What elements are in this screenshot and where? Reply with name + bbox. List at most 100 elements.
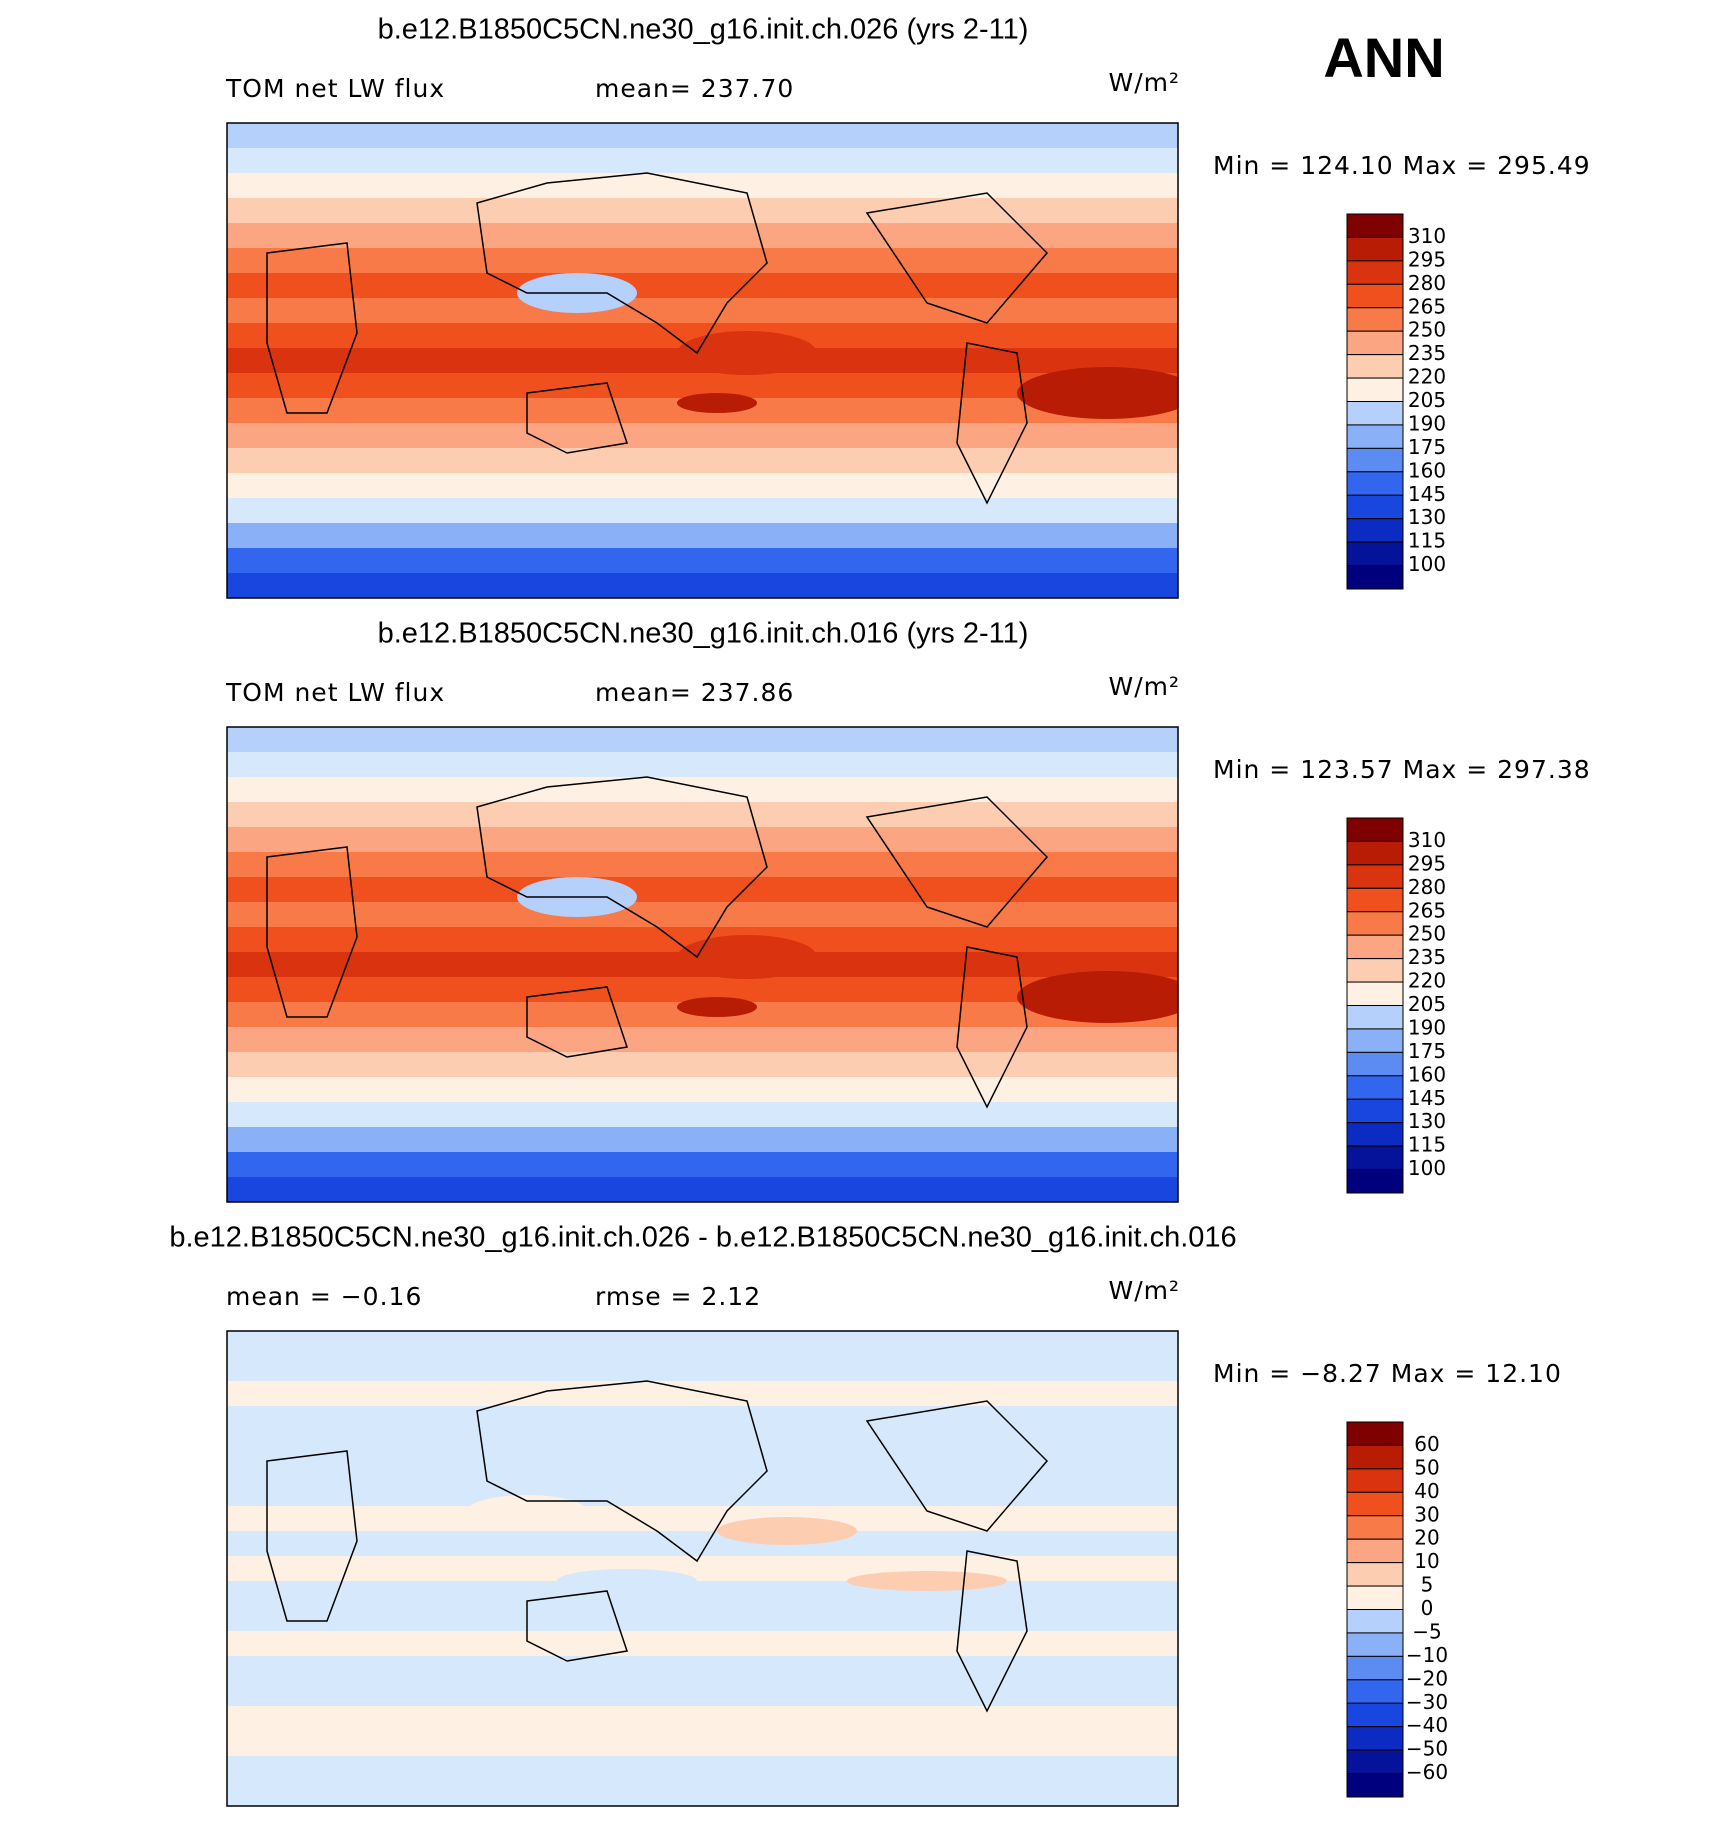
colorbar-label: 160: [1408, 1062, 1446, 1086]
coastline: [956, 342, 1028, 505]
map-band: [227, 298, 1178, 324]
map-blob: [847, 1571, 1007, 1591]
colorbar-box: [1346, 354, 1404, 379]
map-band: [227, 1331, 1178, 1357]
colorbar-box: [1346, 1749, 1404, 1775]
colorbar-box: [1346, 1051, 1404, 1077]
colorbar-label: 130: [1408, 505, 1446, 529]
colorbar-box: [1346, 1468, 1404, 1493]
colorbar-label: 40: [1414, 1479, 1439, 1503]
colorbar-label: 235: [1408, 341, 1446, 365]
map-band: [227, 1077, 1178, 1103]
colorbar-label: −30: [1406, 1690, 1448, 1714]
colorbar-box: [1346, 1632, 1404, 1657]
colorbar-label: 295: [1408, 851, 1446, 875]
map-band: [227, 1456, 1178, 1482]
map: [227, 1331, 1178, 1806]
colorbar-label: 60: [1414, 1432, 1439, 1456]
map-band: [227, 1656, 1178, 1682]
map-band: [227, 1356, 1178, 1382]
map-band: [227, 1152, 1178, 1178]
coastline: [956, 946, 1028, 1109]
coastline: [476, 1380, 768, 1563]
coastline: [865, 1400, 1049, 1532]
colorbar-box: [1346, 911, 1404, 936]
map-blob: [677, 331, 817, 375]
colorbar-label: 130: [1408, 1109, 1446, 1133]
colorbar-label: 205: [1408, 388, 1446, 412]
map-band: [227, 223, 1178, 249]
colorbar-box: [1346, 447, 1404, 473]
colorbar-label: 265: [1408, 898, 1446, 922]
colorbar-label: 100: [1408, 1156, 1446, 1180]
coastline: [266, 846, 358, 1018]
colorbar-box: [1346, 1562, 1404, 1587]
colorbar-label: −5: [1412, 1619, 1441, 1643]
colorbar-box: [1346, 1655, 1404, 1681]
colorbar-label: −50: [1406, 1737, 1448, 1761]
colorbar-label: 50: [1414, 1455, 1439, 1479]
map-blob: [557, 1569, 697, 1593]
colorbar-label: 250: [1408, 922, 1446, 946]
colorbar-box: [1346, 1515, 1404, 1540]
colorbar-label: −20: [1406, 1666, 1448, 1690]
map-band: [227, 727, 1178, 753]
colorbar-label: 220: [1408, 365, 1446, 389]
colorbar-label: 235: [1408, 945, 1446, 969]
colorbar-box: [1346, 565, 1404, 590]
map-band: [227, 1177, 1178, 1202]
colorbar-box: [1346, 1726, 1404, 1751]
coastline: [956, 1550, 1028, 1713]
map-band: [227, 1606, 1178, 1632]
min-max: Min = 124.10 Max = 295.49: [1213, 151, 1591, 180]
coastline: [476, 776, 768, 959]
panel-left-label: TOM net LW flux: [225, 74, 445, 103]
map-blob: [677, 935, 817, 979]
colorbar-box: [1346, 401, 1404, 426]
colorbar-label: 205: [1408, 992, 1446, 1016]
map-blob: [1017, 367, 1178, 419]
colorbar-label: 10: [1414, 1549, 1439, 1573]
colorbar-box: [1346, 981, 1404, 1006]
colorbar-label: 160: [1408, 458, 1446, 482]
map-band: [227, 852, 1178, 878]
map-blob: [677, 393, 757, 413]
coastline: [526, 382, 628, 454]
colorbar-box: [1346, 330, 1404, 356]
map-band: [227, 827, 1178, 853]
colorbar-box: [1346, 283, 1404, 309]
colorbar-box: [1346, 541, 1404, 567]
colorbar-label: 250: [1408, 318, 1446, 342]
colorbar-box: [1346, 1169, 1404, 1194]
map-blob: [1017, 971, 1178, 1023]
map-band: [227, 448, 1178, 474]
colorbar-label: 0: [1421, 1596, 1434, 1620]
map-band: [227, 1706, 1178, 1732]
colorbar-label: 190: [1408, 411, 1446, 435]
panel-middle-label: mean= 237.70: [595, 74, 794, 103]
colorbar-box: [1346, 471, 1404, 496]
colorbar-box: [1346, 864, 1404, 889]
min-max: Min = 123.57 Max = 297.38: [1213, 755, 1591, 784]
map-frame: [226, 1330, 1179, 1807]
map-band: [227, 148, 1178, 174]
map-band: [227, 423, 1178, 449]
panel: b.e12.B1850C5CN.ne30_g16.init.ch.026 - b…: [169, 1222, 1562, 1807]
colorbar-box: [1346, 518, 1404, 543]
map: [227, 123, 1178, 598]
colorbar-box: [1346, 1122, 1404, 1147]
map: [227, 727, 1178, 1202]
colorbar-box: [1346, 307, 1404, 332]
panel-left-label: mean = −0.16: [226, 1282, 422, 1311]
colorbar-box: [1346, 1075, 1404, 1100]
colorbar-box: [1346, 260, 1404, 285]
colorbar-box: [1346, 934, 1404, 960]
coastline: [476, 172, 768, 355]
min-max: Min = −8.27 Max = 12.10: [1213, 1359, 1562, 1388]
colorbar-box: [1346, 1444, 1404, 1470]
colorbar-box: [1346, 1609, 1404, 1634]
colorbar-label: 175: [1408, 435, 1446, 459]
coastline: [526, 1590, 628, 1662]
colorbar-box: [1346, 424, 1404, 449]
map-band: [227, 1681, 1178, 1707]
